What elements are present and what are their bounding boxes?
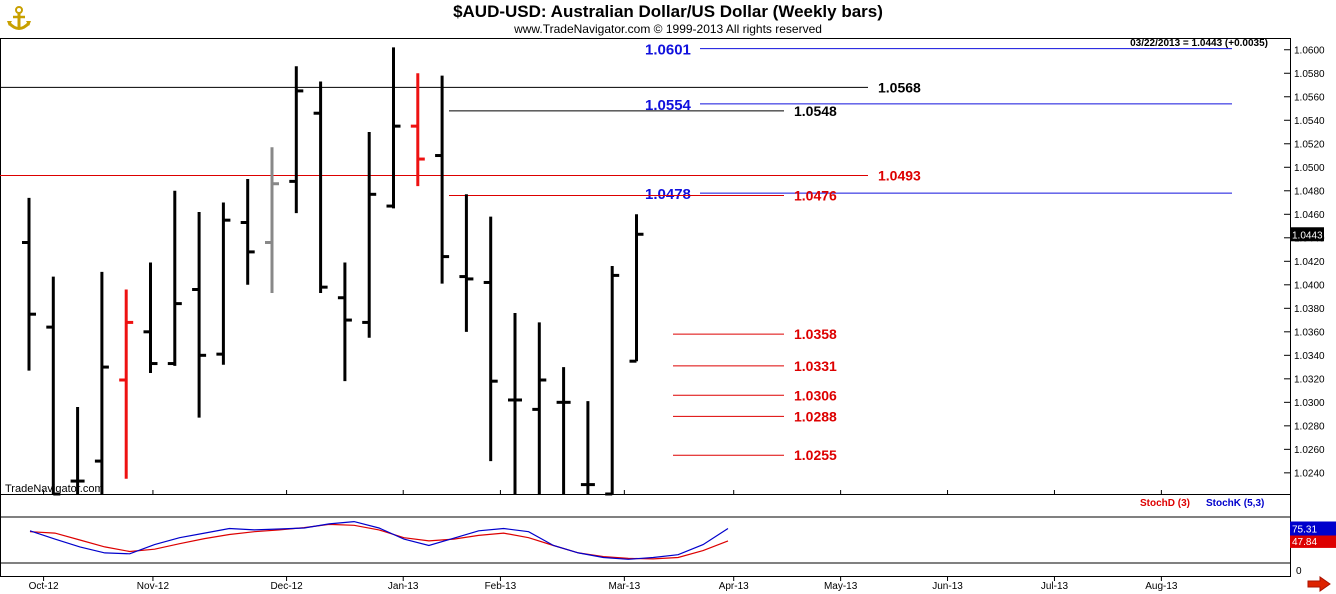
x-tick-label: Jun-13	[932, 581, 963, 592]
x-tick-label: Aug-13	[1145, 581, 1178, 592]
level-label: 1.0331	[794, 358, 837, 374]
x-tick-label: May-13	[824, 581, 858, 592]
ohlc-bar	[192, 211, 207, 418]
level-label: 1.0568	[878, 79, 921, 95]
y-tick-label: 1.0560	[1294, 92, 1325, 103]
stoch-value-label: 47.84	[1292, 537, 1317, 548]
y-tick-label: 1.0400	[1294, 280, 1325, 291]
ohlc-bar	[70, 407, 85, 494]
ohlc-bar	[362, 132, 377, 338]
ohlc-bar	[337, 262, 352, 382]
level-label: 1.0493	[878, 168, 921, 184]
x-tick-label: Oct-12	[29, 581, 59, 592]
x-tick-label: Feb-13	[485, 581, 517, 592]
x-tick-label: Jan-13	[388, 581, 419, 592]
last-price-tag	[1290, 227, 1324, 242]
y-tick-label: 1.0340	[1294, 351, 1325, 362]
ohlc-bar	[119, 289, 134, 479]
price-axis: 1.0240 1.0260 1.0280 1.0300 1.0320 1.0340 1.03…	[1284, 45, 1325, 479]
y-tick-label: 1.0320	[1294, 374, 1325, 385]
y-tick-label: 1.0520	[1294, 139, 1325, 150]
plot-border	[0, 38, 1291, 577]
last-price-label: 1.0443	[1292, 230, 1323, 241]
y-tick-label: 1.0360	[1294, 327, 1325, 338]
ohlc-bar	[556, 367, 571, 494]
y-tick-label: 1.0480	[1294, 186, 1325, 197]
y-tick-label: 1.0540	[1294, 116, 1325, 127]
y-tick-label: 1.0500	[1294, 163, 1325, 174]
ohlc-bar	[167, 190, 182, 366]
ohlc-bar	[22, 197, 36, 371]
watermark: TradeNavigator.com	[5, 483, 104, 495]
chart-subtitle: www.TradeNavigator.com © 1999-2013 All r…	[514, 22, 822, 36]
ohlc-bar	[629, 214, 644, 363]
ohlc-bar	[94, 271, 109, 494]
ohlc-bar	[143, 262, 158, 373]
level-label: 1.0255	[794, 447, 837, 463]
level-label: 1.0288	[794, 408, 837, 424]
y-tick-label: 1.0460	[1294, 210, 1325, 221]
level-label: 1.0554	[645, 97, 692, 114]
stoch-value-tag	[1290, 533, 1336, 548]
y-tick-label: 1.0260	[1294, 445, 1325, 456]
ohlc-bar	[240, 179, 255, 285]
y-tick-label: 1.0380	[1294, 304, 1325, 315]
ohlc-bar	[483, 216, 498, 462]
ohlc-bar	[580, 401, 595, 494]
stoch-value-tag	[1290, 521, 1336, 536]
ohlc-bar	[532, 322, 547, 494]
ohlc-bar	[216, 202, 231, 365]
chart-title: $AUD-USD: Australian Dollar/US Dollar (W…	[453, 2, 883, 21]
ohlc-bar	[289, 66, 304, 214]
x-tick-label: Jul-13	[1041, 581, 1069, 592]
level-label: 1.0601	[645, 42, 691, 59]
x-tick-label: Nov-12	[137, 581, 170, 592]
ohlc-bar	[46, 276, 61, 496]
level-label: 1.0476	[794, 187, 837, 203]
anchor-logo-icon[interactable]	[4, 4, 34, 34]
level-label: 1.0478	[645, 186, 691, 203]
y-tick-label: 1.0280	[1294, 421, 1325, 432]
stoch-y-tick-label: 0	[1296, 566, 1302, 577]
ohlc-bar	[605, 266, 620, 496]
y-tick-label: 1.0440	[1294, 233, 1325, 244]
ohlc-bar	[410, 73, 425, 187]
level-lines: 1.0601 1.0568 1.0554 1.0548 1.0493 1.0478 1.04…	[0, 42, 1232, 463]
stoch-series-line	[29, 520, 729, 560]
quote-line: 03/22/2013 = 1.0443 (+0.0035)	[1130, 38, 1268, 49]
stoch-legend-k: StochK (5,3)	[1206, 498, 1264, 509]
ohlc-bar	[459, 194, 474, 332]
y-tick-label: 1.0420	[1294, 257, 1325, 268]
ohlc-bar	[435, 75, 450, 284]
y-tick-label: 1.0600	[1294, 45, 1325, 56]
level-label: 1.0306	[794, 387, 837, 403]
ohlc-bar	[313, 81, 328, 294]
ohlc-bar	[265, 147, 279, 294]
y-tick-label: 1.0240	[1294, 468, 1325, 479]
y-tick-label: 1.0580	[1294, 69, 1325, 80]
level-label: 1.0358	[794, 326, 837, 342]
ohlc-bar	[386, 47, 401, 209]
stoch-legend-d: StochD (3)	[1140, 498, 1190, 509]
stoch-value-label: 75.31	[1292, 525, 1317, 536]
date-axis: Oct-12 Nov-12 Dec-12 Jan-13 Feb-13 Mar-13 Apr-…	[29, 490, 1178, 592]
ohlc-bar	[508, 313, 522, 494]
price-bars	[22, 47, 644, 496]
x-tick-label: Mar-13	[609, 581, 641, 592]
chart-frame	[0, 38, 1291, 577]
scroll-right-arrow-icon[interactable]	[1306, 576, 1332, 592]
x-tick-label: Apr-13	[719, 581, 749, 592]
y-tick-label: 1.0300	[1294, 398, 1325, 409]
x-tick-label: Dec-12	[270, 581, 303, 592]
stoch-series-line	[29, 523, 729, 560]
level-label: 1.0548	[794, 103, 837, 119]
